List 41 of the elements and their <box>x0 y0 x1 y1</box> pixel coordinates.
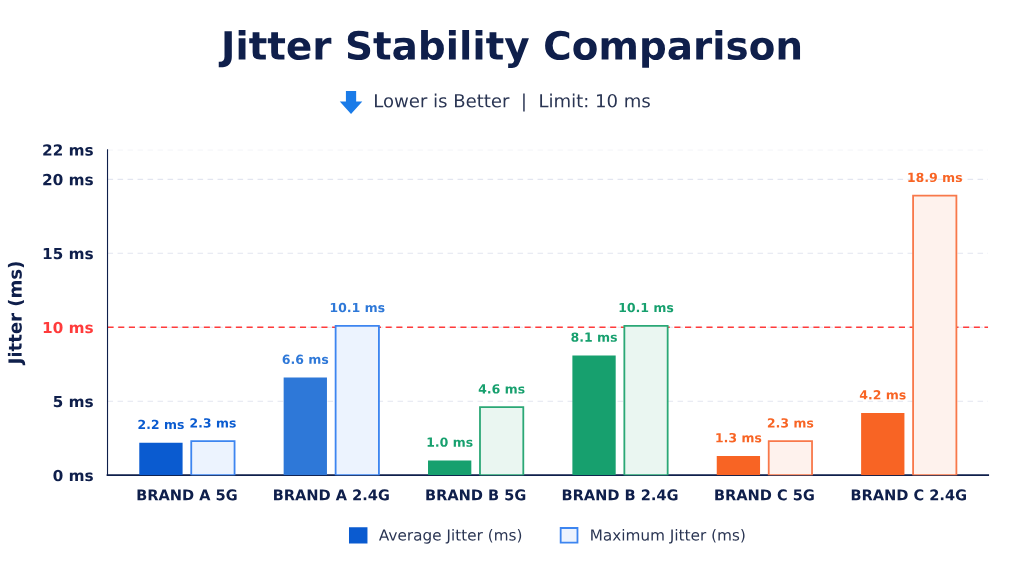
bar <box>334 324 380 476</box>
data-label: 10.1 ms <box>330 302 385 313</box>
bar <box>716 455 761 476</box>
y-axis-title: Jitter (ms) <box>7 262 26 366</box>
data-label: 4.6 ms <box>478 384 525 394</box>
data-label: 1.0 ms <box>427 437 473 447</box>
x-tick-label: BRAND B 2.4G <box>562 489 678 501</box>
x-tick-label: BRAND A 5G <box>137 489 237 501</box>
legend-label: Maximum Jitter (ms) <box>591 528 745 544</box>
x-tick-label: BRAND C 2.4G <box>851 489 966 501</box>
legend-label: Average Jitter (ms) <box>378 528 522 544</box>
data-label: 10.1 ms <box>619 302 674 313</box>
data-label: 2.3 ms <box>190 418 236 428</box>
data-label: 2.2 ms <box>138 419 184 430</box>
x-tick-label: BRAND A 2.4G <box>274 489 389 501</box>
data-label: 1.3 ms <box>716 432 762 443</box>
x-tick-label: BRAND B 5G <box>426 489 526 501</box>
data-label: 8.1 ms <box>571 332 617 342</box>
chart-subtitle: Lower is Better | Limit: 10 ms <box>375 93 650 112</box>
bar <box>912 194 958 476</box>
bar <box>623 324 669 476</box>
data-label: 18.9 ms <box>908 172 962 183</box>
y-tick-label: 15 ms <box>43 247 93 260</box>
x-tick-label: BRAND C 5G <box>715 489 814 501</box>
bar <box>139 442 183 476</box>
bar <box>479 406 525 476</box>
chart-title: Jitter Stability Comparison <box>218 29 801 68</box>
bar <box>283 377 327 476</box>
data-label: 2.3 ms <box>767 418 814 428</box>
bar <box>428 460 472 476</box>
bar <box>572 355 616 476</box>
y-tick-label: 5 ms <box>53 395 93 408</box>
bar <box>861 413 905 476</box>
bar <box>767 440 813 476</box>
y-tick-label: 22 ms <box>43 144 93 156</box>
y-tick-label: 20 ms <box>43 173 93 186</box>
bar <box>190 440 236 476</box>
y-tick-label: 0 ms <box>53 469 93 482</box>
data-label: 4.2 ms <box>859 390 906 400</box>
data-label: 6.6 ms <box>282 354 329 365</box>
y-tick-label: 10 ms <box>43 321 93 334</box>
